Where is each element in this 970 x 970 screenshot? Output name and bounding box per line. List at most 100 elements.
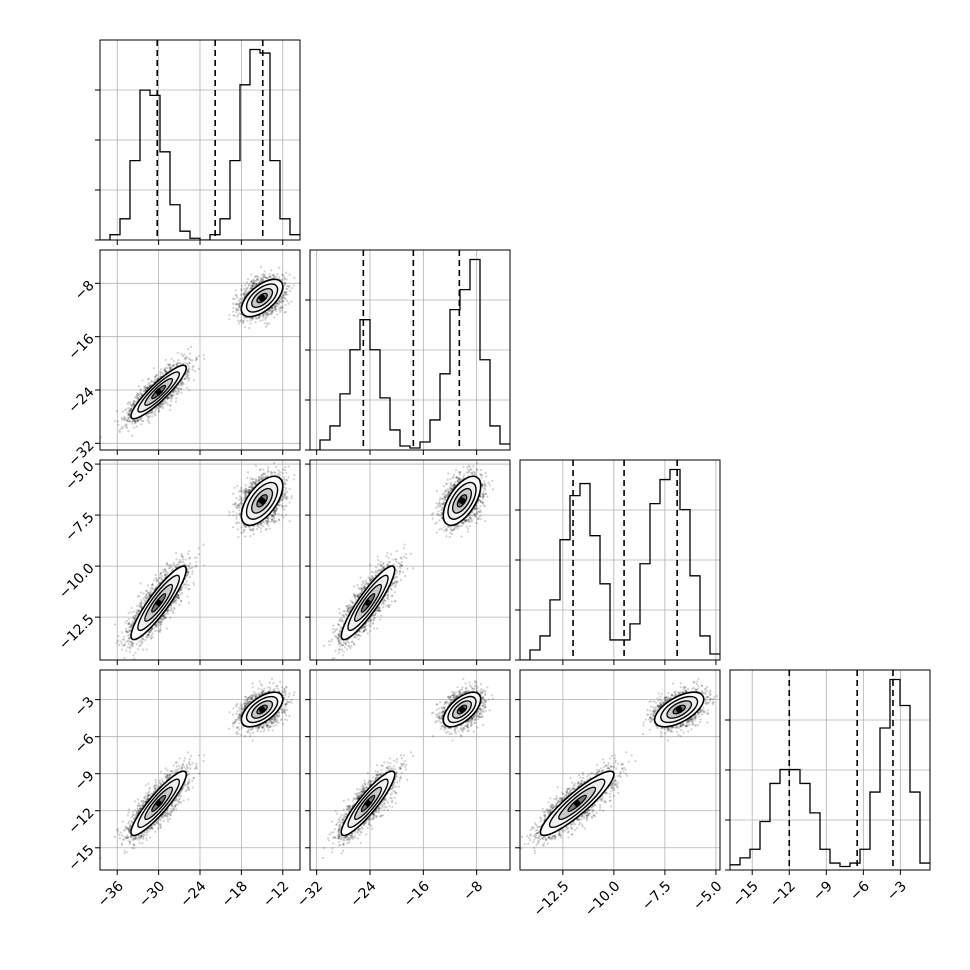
sample-point	[176, 594, 180, 597]
sample-point	[240, 288, 243, 292]
sample-point	[273, 306, 277, 309]
sample-point	[197, 354, 200, 358]
sample-point	[194, 565, 198, 568]
sample-point	[178, 591, 181, 594]
sample-point	[249, 286, 253, 290]
sample-point	[161, 407, 164, 410]
sample-point	[163, 400, 167, 403]
sample-point	[149, 383, 152, 386]
sample-point	[146, 378, 150, 381]
sample-point	[128, 420, 131, 423]
sample-point	[255, 275, 259, 278]
sample-point	[151, 632, 154, 635]
sample-point	[272, 273, 275, 276]
sample-point	[231, 302, 235, 305]
sample-point	[236, 319, 240, 322]
sample-point	[254, 275, 257, 278]
sample-point	[150, 634, 153, 637]
sample-point	[175, 363, 178, 366]
sample-point	[149, 411, 153, 414]
sample-point	[238, 301, 242, 305]
sample-point	[268, 275, 271, 278]
sample-point	[130, 606, 133, 610]
sample-point	[285, 278, 288, 281]
sample-point	[277, 305, 280, 308]
sample-point	[173, 600, 176, 603]
sample-point	[203, 564, 206, 567]
sample-point	[195, 356, 198, 359]
sample-point	[185, 355, 188, 359]
sample-point	[254, 279, 257, 283]
sample-point	[178, 387, 181, 390]
sample-point	[280, 306, 284, 309]
sample-point	[245, 291, 248, 294]
sample-point	[251, 284, 254, 287]
sample-point	[237, 309, 240, 312]
sample-point	[165, 398, 169, 401]
sample-point	[283, 297, 286, 300]
sample-point	[145, 386, 148, 389]
sample-point	[128, 622, 131, 625]
sample-point	[142, 390, 145, 393]
sample-point	[139, 603, 143, 607]
sample-point	[183, 353, 186, 356]
sample-point	[148, 385, 151, 388]
sample-point	[269, 308, 272, 311]
sample-point	[186, 375, 189, 378]
sample-point	[255, 278, 259, 281]
sample-point	[141, 379, 144, 382]
sample-point	[262, 314, 265, 317]
sample-point	[146, 386, 150, 389]
sample-point	[259, 277, 262, 281]
sample-point	[126, 646, 129, 649]
sample-point	[136, 394, 139, 397]
sample-point	[146, 386, 149, 389]
sample-point	[138, 595, 141, 598]
sample-point	[285, 287, 288, 290]
sample-point	[234, 293, 238, 296]
sample-point	[120, 418, 124, 421]
sample-point	[271, 311, 274, 314]
sample-point	[185, 580, 188, 583]
sample-point	[142, 597, 145, 600]
sample-point	[185, 583, 188, 586]
sample-point	[238, 320, 242, 323]
sample-point	[286, 284, 289, 288]
sample-point	[263, 273, 266, 277]
sample-point	[268, 322, 271, 325]
sample-point	[180, 391, 183, 394]
histogram-panel-1	[305, 249, 511, 455]
sample-point	[275, 301, 279, 305]
sample-point	[159, 404, 162, 408]
sample-point	[148, 630, 151, 633]
sample-point	[171, 568, 174, 571]
sample-point	[238, 302, 241, 306]
sample-point	[228, 314, 231, 317]
sample-point	[121, 426, 125, 430]
sample-point	[171, 365, 174, 368]
sample-point	[136, 396, 139, 400]
sample-point	[180, 588, 183, 591]
sample-point	[145, 597, 148, 600]
sample-point	[264, 276, 267, 279]
sample-point	[129, 408, 132, 411]
sample-point	[160, 368, 163, 371]
sample-point	[149, 636, 153, 639]
sample-point	[127, 430, 130, 433]
sample-point	[133, 402, 136, 405]
sample-point	[275, 305, 278, 308]
sample-point	[168, 366, 171, 369]
sample-point	[257, 316, 260, 319]
sample-point	[281, 295, 284, 298]
sample-point	[278, 301, 281, 304]
sample-point	[283, 275, 286, 278]
sample-point	[166, 396, 169, 400]
sample-point	[165, 574, 168, 577]
sample-point	[187, 368, 191, 372]
sample-point	[266, 277, 270, 280]
sample-point	[157, 404, 160, 407]
sample-point	[185, 386, 188, 389]
sample-point	[183, 377, 186, 381]
sample-point	[148, 593, 151, 597]
sample-point	[123, 424, 126, 427]
